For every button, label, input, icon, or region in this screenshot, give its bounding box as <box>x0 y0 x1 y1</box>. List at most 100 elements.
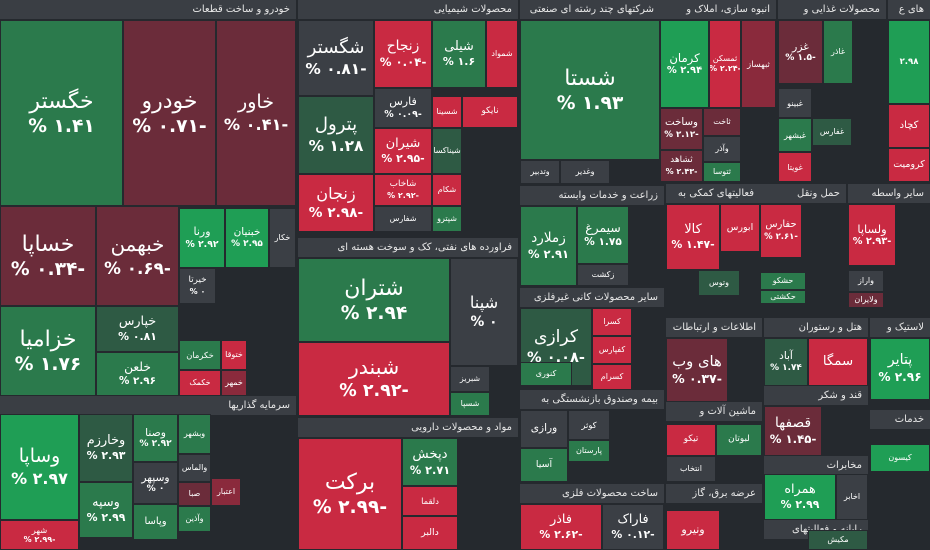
sector-title: ماشین آلات و <box>666 402 762 421</box>
stock-change: -۰.۰۹ % <box>384 109 422 121</box>
stock-tile: ورازی <box>520 410 568 448</box>
stock-tile: ثاخت <box>703 108 741 136</box>
stock-change: ۱.۷۵ % <box>584 236 622 249</box>
stock-name: وآذین <box>185 514 204 523</box>
stock-tile: غویتا <box>778 152 812 182</box>
stock-name: غبشهر <box>783 129 807 140</box>
stock-name: وپاسا <box>144 515 167 527</box>
stock-tile: شپنا ۰ % <box>450 258 518 366</box>
stock-tile: ۲.۹۸ <box>888 20 930 104</box>
stock-change: -۱.۴۷ % <box>671 238 715 252</box>
stock-tile: شکام <box>432 174 462 206</box>
stock-name: شگستر <box>307 37 365 59</box>
sector-title: اطلاعات و ارتباطات <box>666 318 762 337</box>
stock-name: غفارس <box>819 127 845 136</box>
stock-tile: شگستر -۰.۸۱ % <box>298 20 374 96</box>
stock-tile: شیلی ۱.۶ % <box>432 20 486 88</box>
stock-name: ثمسکن <box>712 54 738 63</box>
stock-name: خساپا <box>21 231 75 257</box>
stock-tile: کالا -۱.۴۷ % <box>666 204 720 270</box>
stock-name: کفپارس <box>598 345 626 354</box>
stock-name: وغدیر <box>575 167 595 176</box>
stock-name: تیکو <box>683 434 699 445</box>
stock-name: قصفها <box>774 415 812 432</box>
sector-title: سرمایه گذاریها <box>0 396 296 415</box>
stock-change: ۱.۹۳ % <box>556 93 624 115</box>
stock-name: خکرمان <box>186 349 214 360</box>
stock-name: زملارد <box>531 230 566 247</box>
stock-change: ۲.۹۲ % <box>139 439 172 449</box>
stock-tile: وتدبیر <box>520 160 560 184</box>
stock-name: ونیرو <box>681 523 705 537</box>
stock-name: کیسون <box>888 453 912 462</box>
stock-name: ثاخت <box>713 117 731 126</box>
stock-change: -۰.۷۱ % <box>132 116 207 138</box>
stock-tile: اخابر <box>836 474 868 520</box>
stock-change: ۲.۷۱ % <box>409 463 451 478</box>
stock-name: ابورس <box>726 222 754 234</box>
stock-change: ۰ % <box>189 286 206 296</box>
stock-tile: وصنا ۲.۹۲ % <box>133 414 178 462</box>
stock-tile: کسرا <box>592 308 632 336</box>
stock-tile: خگستر ۱.۴۱ % <box>0 20 123 206</box>
stock-name: زنجان <box>316 184 356 204</box>
stock-name: ثبهساز <box>747 58 770 69</box>
sector-title: خدمات <box>870 410 930 429</box>
stock-tile: انتخاب <box>666 456 716 482</box>
stock-change: ۱.۷۴ % <box>770 362 802 373</box>
stock-tile: دالبر <box>402 516 458 550</box>
sector-title: مواد و محصولات دارویی <box>298 418 518 437</box>
stock-name: فاراک <box>617 512 649 528</box>
stock-tile: برکت -۲.۹۹ % <box>298 438 402 550</box>
stock-name: شبندر <box>348 355 400 380</box>
stock-name: نایکو <box>481 106 499 117</box>
stock-tile: شسینا <box>432 96 462 128</box>
stock-name: فاذر <box>550 512 572 528</box>
stock-name: کچاد <box>899 119 919 131</box>
stock-name: سمگا <box>822 353 854 369</box>
stock-name: ثتوسا <box>713 167 731 176</box>
stock-tile: وبشهر <box>178 414 211 454</box>
stock-change: -۲.۶۲ % <box>539 528 583 542</box>
stock-change: ۲.۹۶ % <box>119 375 156 388</box>
sector-title: انبوه سازی، املاک و <box>660 0 776 19</box>
stock-tile: خودرو -۰.۷۱ % <box>123 20 216 206</box>
stock-name: کوثر <box>581 419 597 430</box>
stock-change: ۲.۹۲ % <box>185 239 219 251</box>
stock-name: خکار <box>274 233 291 242</box>
stock-tile: وآذر <box>703 136 741 162</box>
stock-tile: ونیرو <box>666 510 720 550</box>
stock-name: ختوقا <box>225 350 243 359</box>
stock-tile: والماس <box>178 454 211 482</box>
stock-change: -۰.۰۴ % <box>379 55 427 70</box>
stock-tile: صبا <box>178 482 211 506</box>
stock-name: پترول <box>314 114 358 136</box>
stock-name: وساخت <box>665 117 698 129</box>
stock-change: ۱.۲۸ % <box>308 136 364 155</box>
stock-name: شستا <box>564 65 616 91</box>
stock-name: های وب <box>672 352 722 370</box>
stock-tile: شبریز <box>450 366 490 392</box>
stock-tile: ختوقا <box>221 340 247 370</box>
stock-name: وتدبیر <box>530 167 550 176</box>
stock-name: ولساپا <box>857 221 887 236</box>
stock-tile: وپاسا <box>133 504 178 540</box>
stock-tile: کسرام <box>592 364 632 390</box>
stock-tile: پارستان <box>568 440 610 462</box>
stock-tile: شپترو <box>432 206 462 232</box>
stock-name: شپنا <box>469 293 499 313</box>
stock-name: خگستر <box>29 88 94 114</box>
stock-name: برکت <box>324 469 376 495</box>
stock-name: آسیا <box>535 459 553 471</box>
stock-tile: خکرمان <box>179 340 221 370</box>
stock-tile: خاور -۰.۴۱ % <box>216 20 296 206</box>
stock-name: خکمک <box>189 378 211 387</box>
stock-name: شبریز <box>459 374 481 383</box>
stock-tile: زنجان -۲.۹۸ % <box>298 174 374 232</box>
sector-title: محصولات شیمیایی <box>298 0 518 19</box>
stock-change: -۰.۶۹ % <box>104 257 171 278</box>
stock-change: -۱.۵ % <box>785 53 816 63</box>
stock-tile: حفارس -۲.۶۱ % <box>760 204 802 258</box>
stock-change: -۰.۳۷ % <box>672 371 722 387</box>
